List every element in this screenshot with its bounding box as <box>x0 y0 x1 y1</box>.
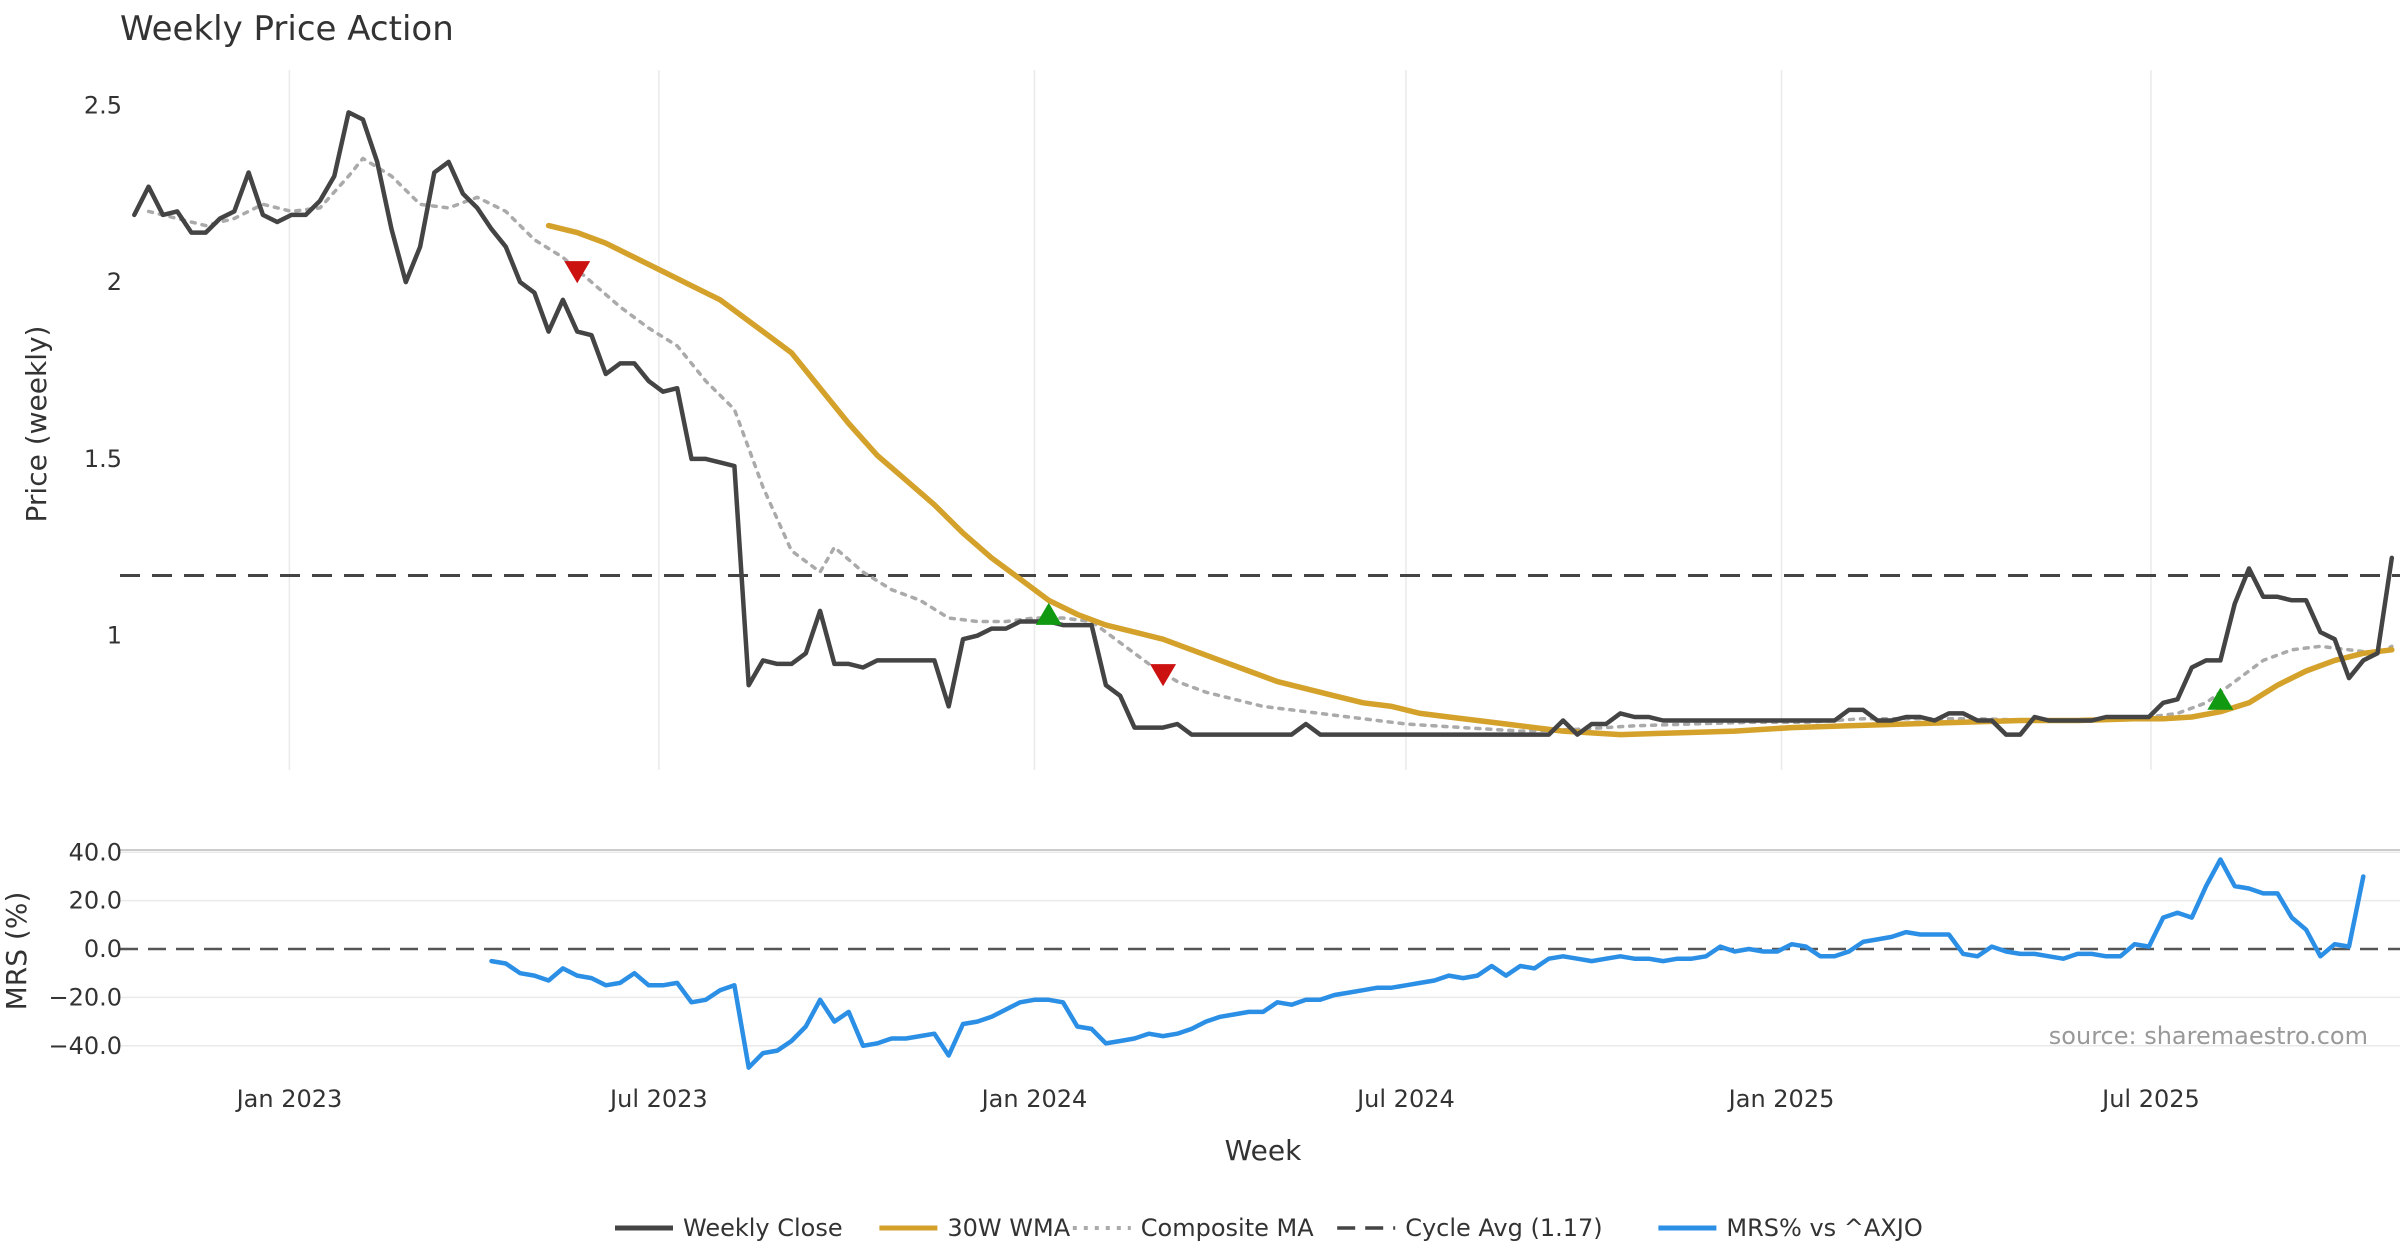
composite-ma-line <box>146 156 2394 733</box>
x-ticks: Jan 2023 Jul 2023 Jan 2024 Jul 2024 Jan 2025… <box>235 1085 2200 1113</box>
mrs-series <box>489 857 2366 1070</box>
mrs-y-ticks: −40.0 −20.0 0.0 20.0 40.0 <box>48 838 122 1060</box>
legend-label: Weekly Close <box>683 1214 843 1242</box>
sell-signal-marker <box>1150 664 1177 687</box>
mrs-y-tick-label: 0.0 <box>84 935 122 963</box>
legend-label: MRS% vs ^AXJO <box>1726 1214 1922 1242</box>
top-grid <box>288 70 2152 770</box>
legend: Weekly Close 30W WMA Composite MA Cycle Avg… <box>615 1214 1923 1242</box>
price-y-tick-label: 2 <box>107 268 122 296</box>
mrs-y-tick-label: 40.0 <box>69 838 122 866</box>
price-series <box>120 110 2400 738</box>
x-axis-title: Week <box>1225 1134 1302 1167</box>
mrs-axis-title: MRS (%) <box>0 892 33 1011</box>
x-tick-label: Jan 2025 <box>1727 1085 1835 1113</box>
mrs-y-tick-label: −20.0 <box>48 983 122 1011</box>
price-y-tick-label: 2.5 <box>84 91 122 119</box>
buy-signal-marker <box>1035 602 1062 625</box>
legend-label: Composite MA <box>1141 1214 1314 1242</box>
price-y-tick-label: 1.5 <box>84 445 122 473</box>
buy-signal-marker <box>2207 687 2234 710</box>
chart-title: Weekly Price Action <box>120 9 454 49</box>
x-tick-label: Jul 2024 <box>1355 1085 1455 1113</box>
bottom-grid <box>120 849 2400 1047</box>
x-tick-label: Jan 2023 <box>235 1085 343 1113</box>
x-tick-label: Jan 2024 <box>980 1085 1088 1113</box>
legend-label: 30W WMA <box>947 1214 1070 1242</box>
x-tick-label: Jul 2023 <box>608 1085 708 1113</box>
sell-signal-marker <box>564 261 591 284</box>
weekly-close-line <box>132 110 2395 737</box>
price-axis-title: Price (weekly) <box>20 326 53 523</box>
price-y-tick-label: 1 <box>107 622 122 650</box>
legend-label: Cycle Avg (1.17) <box>1405 1214 1602 1242</box>
mrs-y-tick-label: −40.0 <box>48 1032 122 1060</box>
price-y-ticks: 1 1.5 2 2.5 <box>84 91 122 649</box>
mrs-y-tick-label: 20.0 <box>69 887 122 915</box>
source-note: source: sharemaestro.com <box>2049 1022 2368 1050</box>
x-tick-label: Jul 2025 <box>2100 1085 2200 1113</box>
wma-30w-line <box>545 222 2395 738</box>
mrs-line <box>489 857 2366 1070</box>
